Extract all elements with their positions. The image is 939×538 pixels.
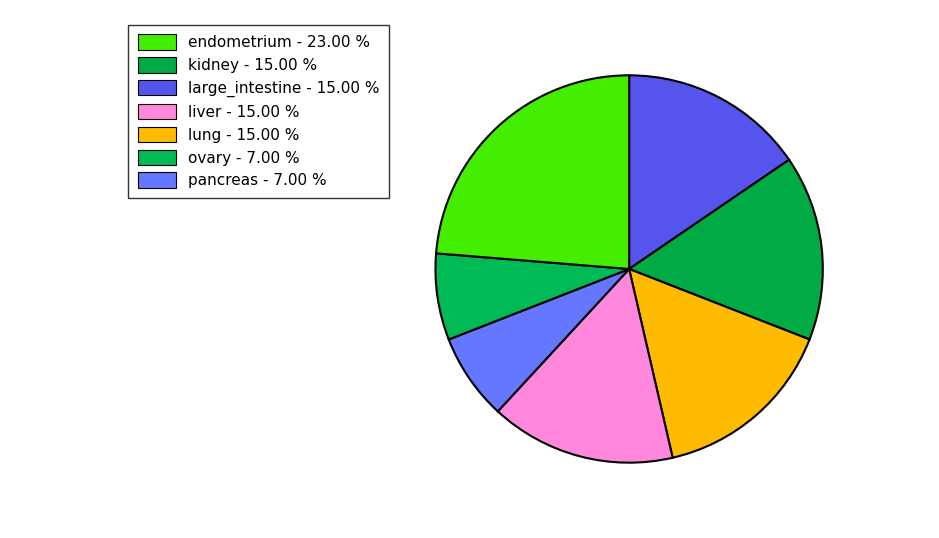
Wedge shape <box>629 160 823 339</box>
Wedge shape <box>629 75 789 269</box>
Wedge shape <box>436 253 629 339</box>
Wedge shape <box>449 269 629 412</box>
Legend: endometrium - 23.00 %, kidney - 15.00 %, large_intestine - 15.00 %, liver - 15.0: endometrium - 23.00 %, kidney - 15.00 %,… <box>129 25 389 197</box>
Wedge shape <box>629 269 809 458</box>
Wedge shape <box>498 269 672 463</box>
Wedge shape <box>436 75 629 269</box>
